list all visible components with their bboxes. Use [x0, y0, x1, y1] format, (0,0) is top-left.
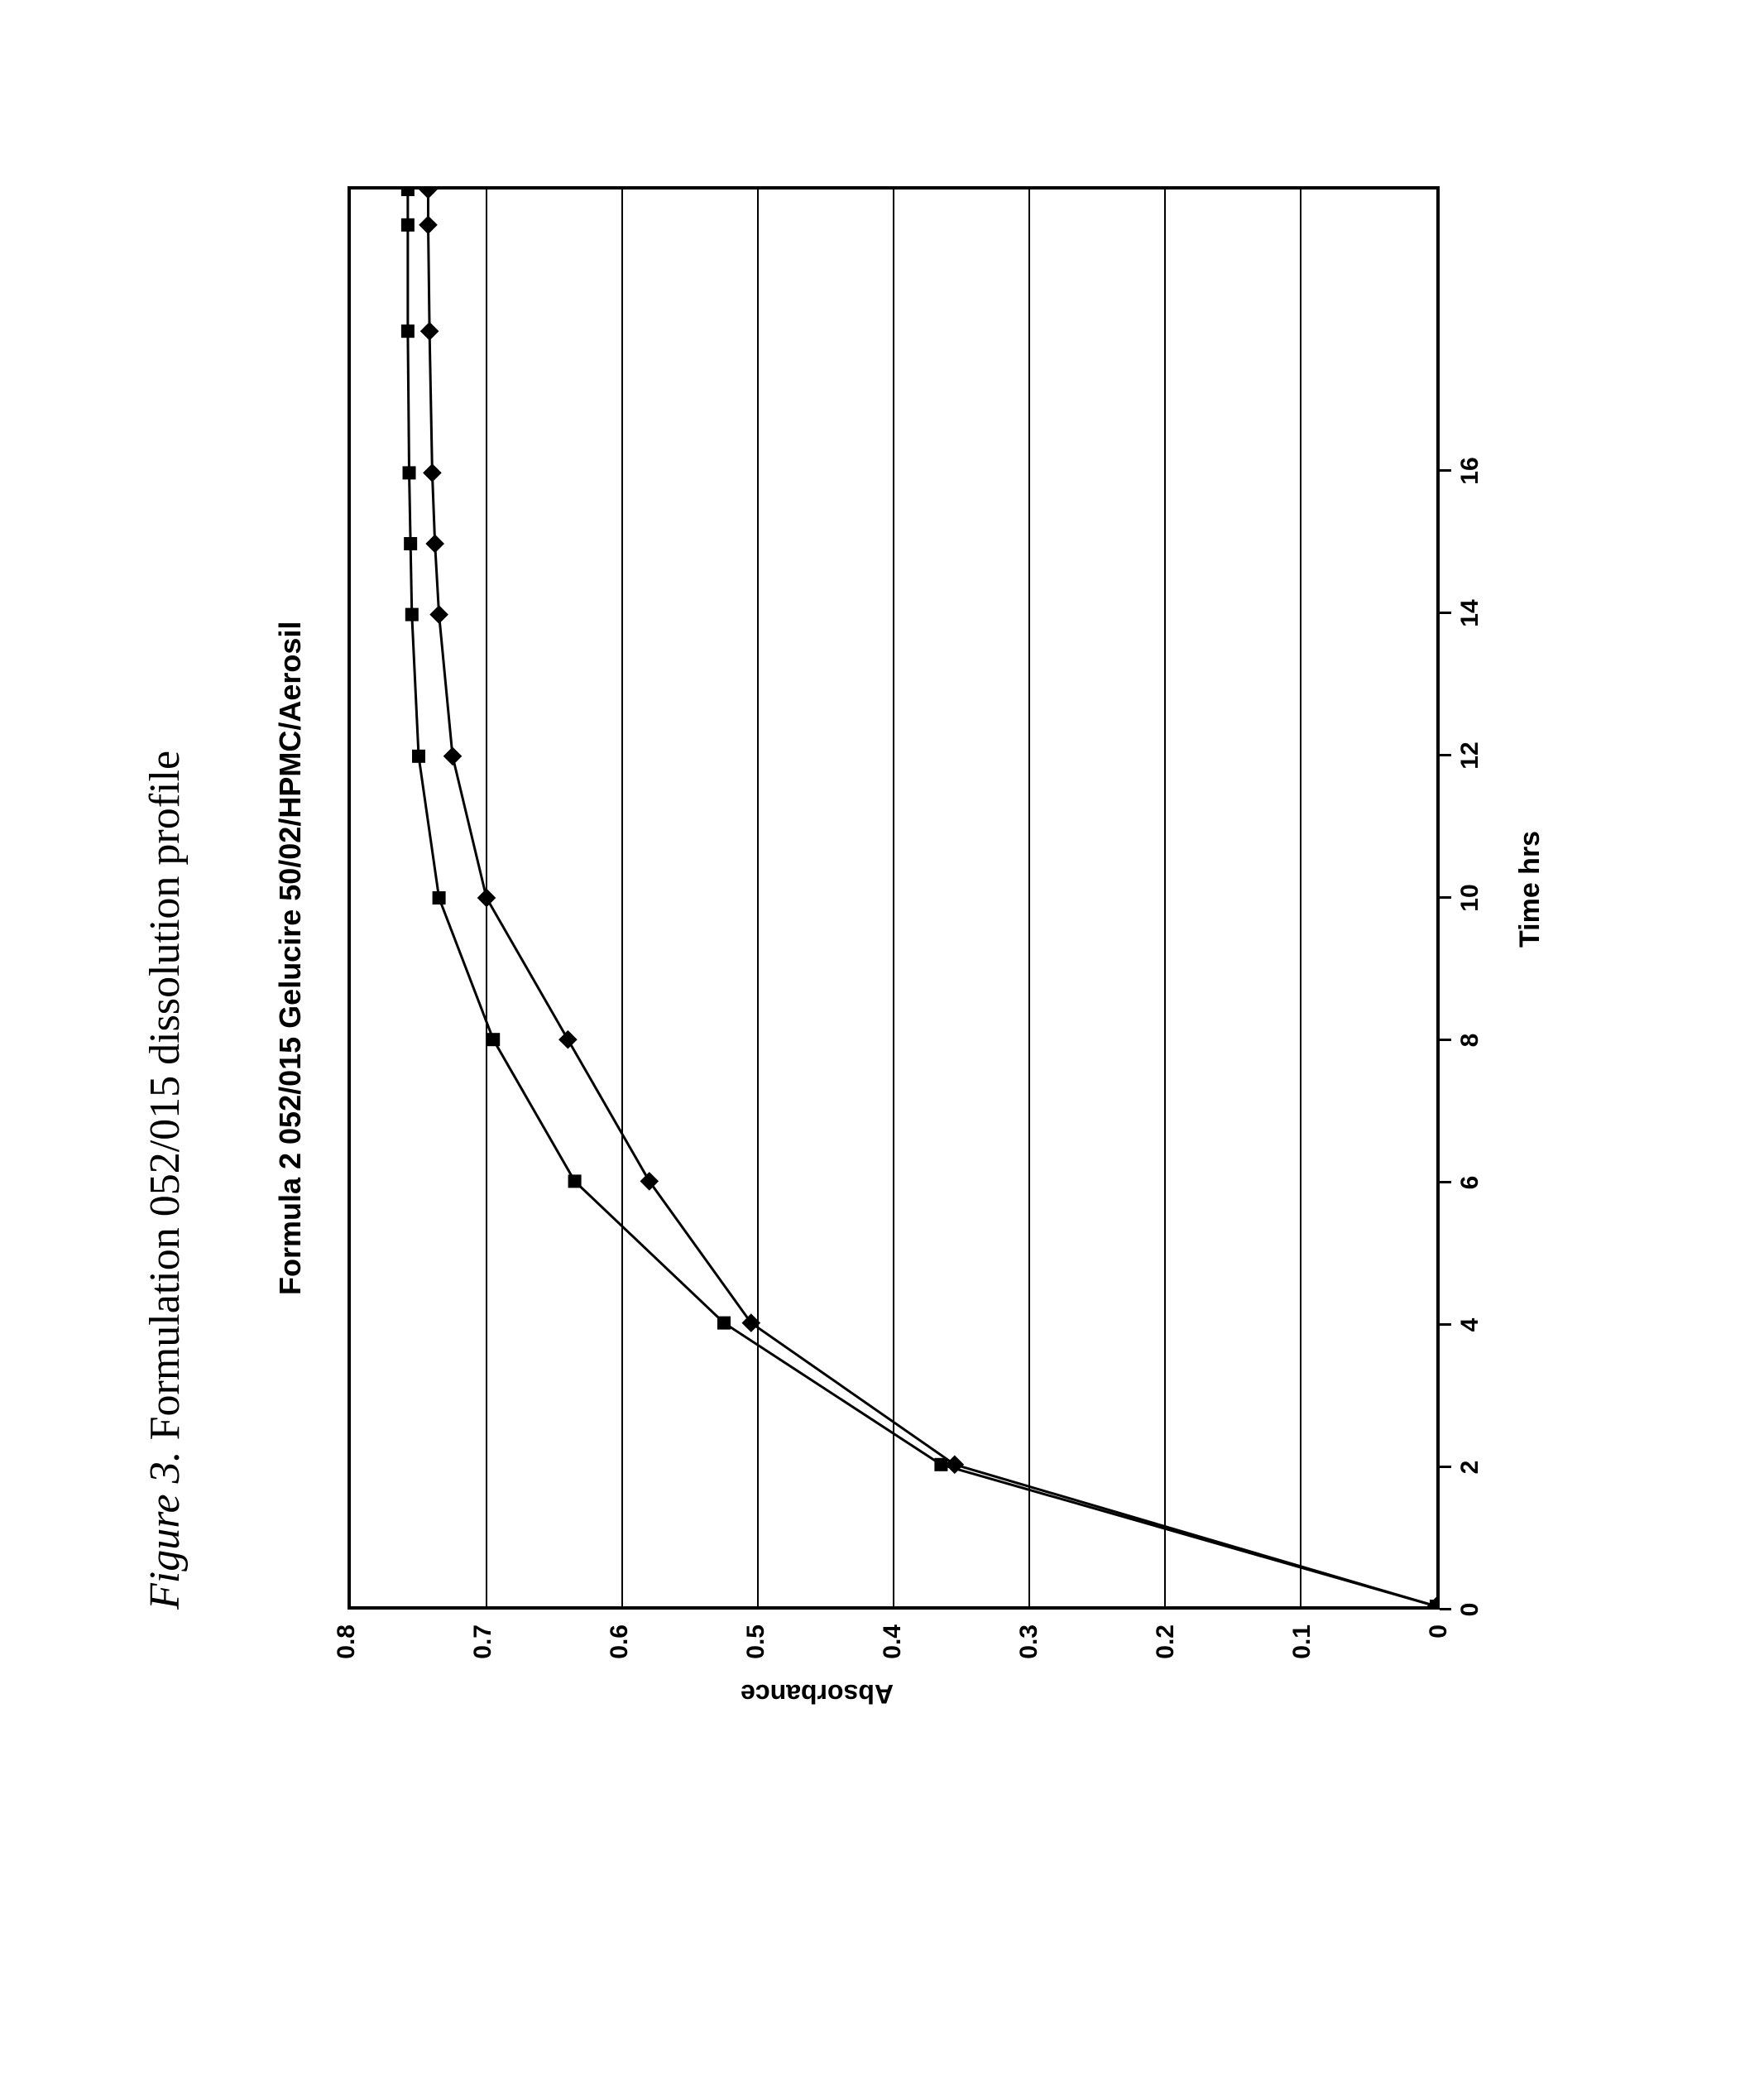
marker-square	[717, 1317, 731, 1330]
marker-diamond	[420, 322, 439, 341]
x-tick-label: 6	[1456, 1176, 1484, 1190]
marker-diamond	[419, 190, 438, 199]
series-line-series-a	[428, 190, 1436, 1606]
marker-square	[405, 608, 419, 621]
marker-square	[568, 1174, 582, 1188]
x-tick-label: 12	[1456, 741, 1484, 769]
page: Figure 3. Formulation 052/015 dissolutio…	[0, 0, 1764, 2073]
y-axis-label: Absorbance	[741, 1678, 894, 1709]
x-tick-label: 0	[1456, 1603, 1484, 1617]
x-tick-mark	[1440, 612, 1451, 614]
x-tick-mark	[1440, 1608, 1451, 1610]
x-tick-label: 14	[1456, 599, 1484, 626]
marker-diamond	[443, 746, 463, 765]
chart-svg	[351, 190, 1436, 1606]
marker-square	[487, 1033, 500, 1046]
x-tick-label: 8	[1456, 1034, 1484, 1048]
x-tick-label: 16	[1456, 457, 1484, 484]
marker-diamond	[429, 605, 448, 624]
chart-plot-area	[348, 186, 1440, 1610]
x-tick-label: 10	[1456, 884, 1484, 911]
figure-caption-text: Formulation 052/015 dissolution profile	[141, 751, 189, 1451]
marker-square	[934, 1458, 947, 1471]
series-line-series-b	[408, 190, 1436, 1606]
y-tick-label: 0.1	[1288, 1624, 1316, 1659]
y-tick-label: 0.3	[1015, 1624, 1043, 1659]
y-tick-label: 0.5	[742, 1624, 770, 1659]
x-tick-mark	[1440, 1466, 1451, 1468]
x-tick-mark	[1440, 896, 1451, 899]
y-tick-label: 0.2	[1152, 1624, 1180, 1659]
marker-diamond	[423, 463, 442, 482]
x-tick-mark	[1440, 754, 1451, 756]
y-tick-label: 0.6	[606, 1624, 634, 1659]
marker-square	[433, 891, 446, 905]
figure-caption: Figure 3. Formulation 052/015 dissolutio…	[141, 751, 189, 1610]
x-tick-label: 4	[1456, 1318, 1484, 1332]
x-tick-mark	[1440, 1181, 1451, 1183]
y-tick-label: 0.8	[333, 1624, 361, 1659]
x-tick-label: 2	[1456, 1461, 1484, 1475]
y-tick-label: 0	[1425, 1624, 1453, 1639]
marker-square	[403, 466, 416, 479]
marker-square	[401, 324, 415, 338]
x-tick-mark	[1440, 469, 1451, 472]
marker-diamond	[419, 215, 438, 234]
y-tick-label: 0.7	[469, 1624, 497, 1659]
x-tick-mark	[1440, 1039, 1451, 1041]
marker-diamond	[425, 535, 444, 554]
x-axis-label: Time hrs	[1514, 831, 1546, 948]
marker-square	[1430, 1600, 1436, 1606]
x-tick-mark	[1440, 1323, 1451, 1326]
y-tick-label: 0.4	[879, 1624, 907, 1659]
figure-rotated-container: Figure 3. Formulation 052/015 dissolutio…	[0, 0, 1764, 2073]
marker-square	[401, 218, 415, 232]
marker-diamond	[558, 1030, 578, 1049]
marker-diamond	[640, 1172, 659, 1191]
marker-diamond	[477, 889, 496, 908]
marker-square	[401, 190, 415, 196]
marker-square	[404, 537, 417, 550]
figure-caption-prefix: Figure 3.	[141, 1451, 189, 1610]
chart-title: Formula 2 052/015 Gelucire 50/02/HPMC/Ae…	[273, 621, 308, 1295]
marker-square	[412, 750, 425, 763]
